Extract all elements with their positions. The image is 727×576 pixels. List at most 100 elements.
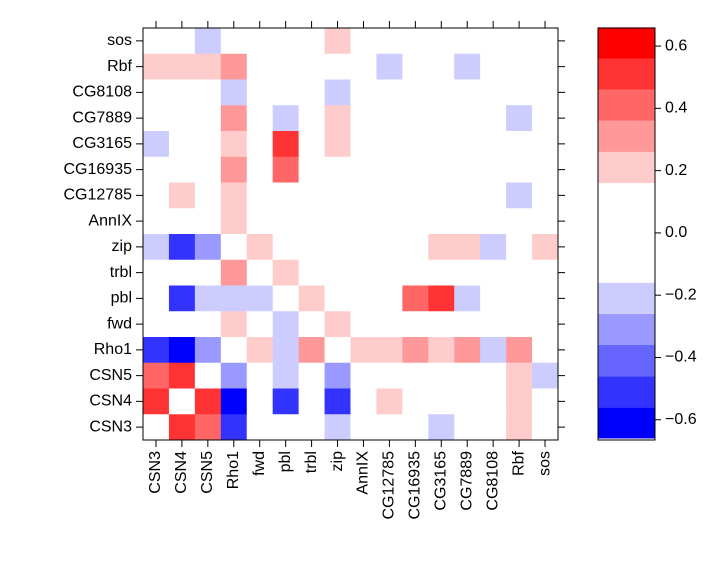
cell <box>220 234 248 261</box>
cell <box>350 28 377 55</box>
cell <box>246 362 274 389</box>
cell <box>376 156 403 183</box>
cell <box>143 337 170 364</box>
cell <box>246 53 274 80</box>
cell <box>376 311 403 338</box>
cell <box>506 79 533 106</box>
colorbar-tick-label: −0.6 <box>665 411 697 428</box>
cell <box>246 234 274 261</box>
cell <box>272 28 300 55</box>
cell <box>506 156 533 183</box>
y-tick-label: CSN4 <box>89 393 132 410</box>
cell <box>220 285 248 312</box>
cell <box>402 105 429 132</box>
cell <box>246 182 274 209</box>
cell <box>350 53 377 80</box>
cell <box>376 105 403 132</box>
y-tick-label: CG7889 <box>72 109 132 126</box>
cell <box>454 285 481 312</box>
cell <box>480 53 507 80</box>
colorbar-band <box>598 151 655 184</box>
cell <box>298 53 326 80</box>
cell <box>324 259 351 286</box>
cell <box>428 156 455 183</box>
cell <box>350 105 377 132</box>
cell <box>402 182 429 209</box>
cell <box>143 414 170 441</box>
cell <box>272 234 300 261</box>
cell <box>298 105 326 132</box>
cell <box>143 79 170 106</box>
cell <box>324 105 351 132</box>
cell <box>298 414 326 441</box>
colorbar-band <box>598 313 655 346</box>
cell <box>428 414 455 441</box>
cell <box>168 414 196 441</box>
cell <box>143 182 170 209</box>
cell <box>168 156 196 183</box>
cell <box>402 131 429 158</box>
cell <box>480 337 507 364</box>
cell <box>532 182 559 209</box>
cell <box>272 53 300 80</box>
cell <box>298 79 326 106</box>
cell <box>298 131 326 158</box>
colorbar-band <box>598 183 655 283</box>
cell <box>168 28 196 55</box>
cell <box>194 234 222 261</box>
cell <box>428 182 455 209</box>
cell <box>428 362 455 389</box>
cell <box>428 234 455 261</box>
colorbar-band <box>598 282 655 314</box>
cell <box>324 182 351 209</box>
colorbar-tick-label: 0.6 <box>665 37 687 54</box>
cell <box>143 234 170 261</box>
cell <box>246 156 274 183</box>
cell <box>168 388 196 415</box>
x-tick-label: CG12785 <box>381 451 398 520</box>
cell <box>220 105 248 132</box>
cell <box>324 28 351 55</box>
y-tick-label: sos <box>107 32 132 49</box>
y-tick-label: AnnIX <box>88 212 132 229</box>
cell <box>350 414 377 441</box>
cell <box>324 414 351 441</box>
cell <box>480 182 507 209</box>
y-tick-label: fwd <box>107 315 132 332</box>
cell <box>272 362 300 389</box>
cell <box>532 311 559 338</box>
colorbar-band <box>598 27 655 59</box>
cell <box>376 234 403 261</box>
cell <box>246 131 274 158</box>
cell <box>532 259 559 286</box>
cell <box>298 208 326 235</box>
cell <box>480 105 507 132</box>
colorbar-tick-label: 0.0 <box>665 224 687 241</box>
cell <box>272 259 300 286</box>
cell <box>246 79 274 106</box>
cell <box>480 131 507 158</box>
colorbar-frame <box>597 27 656 441</box>
cell <box>324 79 351 106</box>
cell <box>220 362 248 389</box>
cell <box>168 285 196 312</box>
cell <box>324 388 351 415</box>
cell <box>272 388 300 415</box>
cell <box>272 414 300 441</box>
cell <box>350 285 377 312</box>
x-tick-label: CG8108 <box>484 451 501 511</box>
cell <box>350 131 377 158</box>
cell <box>506 388 533 415</box>
cell <box>454 362 481 389</box>
cell <box>298 182 326 209</box>
cell <box>168 259 196 286</box>
cell <box>324 311 351 338</box>
cell <box>194 414 222 441</box>
cell <box>506 362 533 389</box>
cell <box>298 28 326 55</box>
cell <box>480 79 507 106</box>
cell <box>272 285 300 312</box>
cell <box>428 311 455 338</box>
cell <box>480 208 507 235</box>
cell <box>168 208 196 235</box>
